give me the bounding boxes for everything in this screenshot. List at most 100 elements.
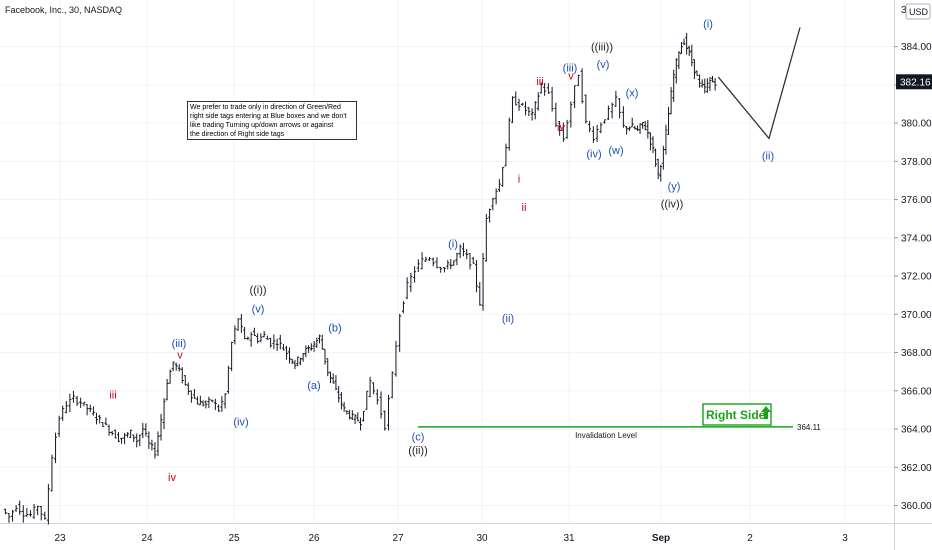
price-bar <box>507 117 511 151</box>
price-bar <box>345 410 349 415</box>
price-bar <box>331 373 335 384</box>
wave-label: (x) <box>626 88 639 100</box>
price-bar <box>420 252 424 270</box>
price-bar <box>144 423 148 437</box>
currency-label: USD <box>909 7 929 17</box>
time-axis[interactable]: 23 24 25 26 27 30 31 Sep 2 3 <box>54 533 848 544</box>
price-bar <box>116 432 120 443</box>
wave-label: iii <box>536 76 543 88</box>
last-price-label: 382.16 <box>900 77 931 88</box>
price-bar <box>101 422 105 428</box>
note-line-3: like trading Turning up/down arrows or a… <box>190 122 333 129</box>
note-line-4: the direction of Right side tags <box>190 131 285 138</box>
price-bar <box>3 508 7 515</box>
price-bar <box>265 335 269 340</box>
right-side-tag[interactable]: Right Side <box>702 403 772 426</box>
price-bar <box>210 399 214 403</box>
price-bar <box>180 367 184 384</box>
price-bar <box>651 136 655 153</box>
last-price-marker[interactable]: 382.16 <box>896 74 932 90</box>
price-bar <box>356 412 360 422</box>
wave-label: v <box>177 349 183 361</box>
price-bar <box>539 82 543 94</box>
price-bar <box>36 505 40 516</box>
price-bar <box>685 32 689 55</box>
wave-label: (y) <box>668 181 681 193</box>
price-bar <box>687 45 691 56</box>
price-bar <box>449 258 453 270</box>
price-bar <box>243 326 247 340</box>
price-bar <box>580 68 584 104</box>
price-bar <box>43 511 47 520</box>
currency-prefix: 3 <box>901 5 907 16</box>
price-bar <box>524 101 528 116</box>
price-bar <box>573 85 577 108</box>
price-bar <box>461 242 465 257</box>
price-bar <box>290 358 294 365</box>
price-bar <box>132 434 136 442</box>
price-bar <box>192 388 196 399</box>
price-bar <box>120 437 124 444</box>
price-tick-label: 370.00 <box>901 310 932 321</box>
price-bar <box>494 188 498 205</box>
price-bar <box>337 386 341 403</box>
invalidation-level: Invalidation Level 364.11 <box>418 423 821 440</box>
price-bar <box>138 434 142 447</box>
price-bar <box>677 51 681 70</box>
note-line-2: right side tags entering at Blue boxes a… <box>190 113 347 120</box>
wave-label: (a) <box>307 380 320 392</box>
price-bar <box>7 513 11 523</box>
price-bar <box>54 432 58 464</box>
price-bar <box>275 338 279 352</box>
price-bar <box>18 500 22 515</box>
price-bar <box>239 313 243 333</box>
price-bar <box>703 78 707 94</box>
time-tick-label: Sep <box>652 533 670 544</box>
arrow-up-icon <box>761 406 771 419</box>
price-bar <box>431 257 435 267</box>
price-tick-label: 366.00 <box>901 386 932 397</box>
wave-label: ((i)) <box>249 284 266 296</box>
price-bar <box>312 340 316 352</box>
price-bar <box>561 122 565 142</box>
price-bar <box>510 96 514 124</box>
price-bar <box>558 121 562 136</box>
currency-badge[interactable] <box>905 3 931 20</box>
wave-label: (iv) <box>586 149 601 161</box>
price-bar <box>233 325 237 345</box>
price-bar <box>95 412 99 425</box>
price-bar <box>315 337 319 348</box>
price-bar <box>468 253 472 270</box>
price-bar <box>71 391 75 403</box>
wave-label: (iii) <box>563 63 578 75</box>
price-bar <box>147 431 151 450</box>
time-tick-label: 2 <box>747 533 753 544</box>
price-bar <box>252 327 256 337</box>
price-bar <box>362 410 366 422</box>
price-bar <box>497 179 501 193</box>
price-bar <box>123 432 127 445</box>
note-line-1: We prefer to trade only in direction of … <box>190 104 341 111</box>
wave-label: (ii) <box>502 313 514 325</box>
price-bar <box>398 313 402 352</box>
price-bar <box>488 208 492 223</box>
price-tick-label: 360.00 <box>901 501 932 512</box>
price-bar <box>350 410 354 420</box>
price-bar <box>207 396 211 408</box>
price-bar <box>68 393 72 413</box>
wave-label: (w) <box>608 145 623 157</box>
price-bar <box>57 415 61 437</box>
price-bar <box>28 510 32 517</box>
price-tick-label: 362.00 <box>901 463 932 474</box>
price-bar <box>246 336 250 341</box>
wave-label: i <box>518 174 520 186</box>
price-bar <box>334 375 338 391</box>
price-bar <box>614 90 618 107</box>
price-tick-label: 374.00 <box>901 233 932 244</box>
price-bar <box>465 248 469 260</box>
price-bar <box>39 505 43 521</box>
price-bar <box>527 107 531 117</box>
wave-label: (c) <box>412 432 425 444</box>
wave-projection <box>717 27 801 140</box>
